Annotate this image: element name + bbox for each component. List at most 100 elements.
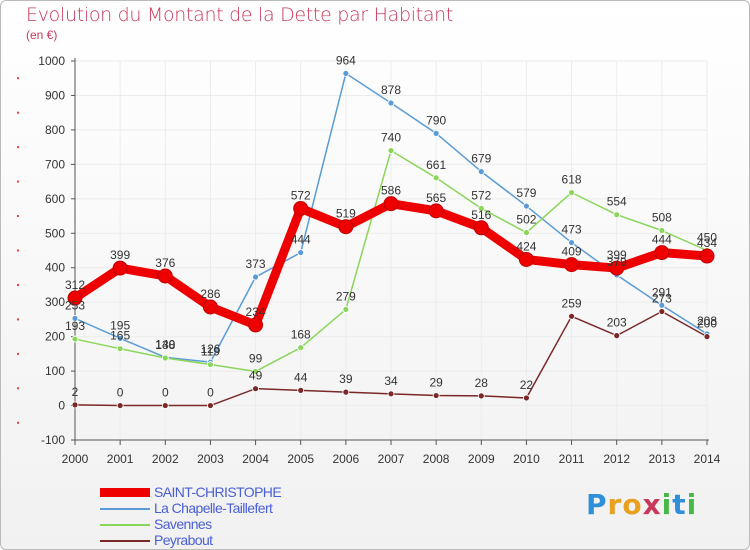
y-tick-label: 200 (45, 330, 65, 344)
data-point-0 (699, 248, 715, 264)
data-label-3: 273 (652, 291, 672, 305)
data-label-2: 740 (381, 131, 401, 145)
data-label-3: 28 (475, 376, 489, 390)
data-label-3: 200 (697, 317, 717, 331)
legend-label-la-chapelle-taillefert: La Chapelle-Taillefert (154, 500, 273, 516)
data-point-1 (477, 168, 485, 175)
data-label-3: 2 (72, 385, 79, 399)
data-point-1 (297, 249, 305, 256)
data-point-3 (207, 402, 214, 409)
data-point-2 (207, 361, 214, 368)
data-label-3: 0 (207, 386, 214, 400)
data-point-0 (473, 220, 489, 236)
data-label-1: 473 (562, 223, 582, 237)
x-tick-label: 2011 (559, 452, 585, 466)
y-tick-label: 100 (45, 364, 65, 378)
legend-swatch-savennes (100, 524, 150, 526)
legend-item-peyrabout[interactable]: Peyrabout (100, 532, 360, 548)
data-label-2: 508 (652, 211, 672, 225)
data-point-1 (523, 202, 530, 210)
y-tick-label: 900 (45, 88, 65, 102)
data-label-3: 44 (294, 370, 308, 384)
data-label-3: 29 (429, 376, 443, 390)
data-label-2: 618 (562, 173, 582, 187)
data-point-3 (432, 392, 440, 399)
y-tick-label: 700 (45, 157, 65, 171)
legend-swatch-peyrabout (100, 540, 150, 542)
data-point-3 (297, 386, 305, 394)
data-label-1: 579 (516, 186, 536, 200)
logo-letter: i (686, 488, 698, 521)
data-label-0: 399 (110, 248, 130, 262)
data-point-0 (428, 203, 444, 219)
x-tick-label: 2006 (333, 452, 360, 466)
data-label-1: 790 (426, 113, 446, 127)
legend-swatch-saint-christophe (100, 488, 150, 497)
data-label-2: 450 (697, 231, 717, 245)
data-point-2 (342, 306, 350, 313)
data-point-0 (518, 251, 534, 267)
data-label-3: 0 (117, 386, 124, 400)
data-point-3 (568, 312, 575, 320)
logo-letter: r (607, 488, 623, 521)
data-label-2: 168 (291, 328, 311, 342)
legend-item-la-chapelle-taillefert[interactable]: La Chapelle-Taillefert (100, 500, 360, 516)
legend-label-peyrabout: Peyrabout (154, 532, 213, 548)
x-tick-label: 2001 (107, 452, 134, 466)
data-label-0: 444 (652, 233, 672, 247)
x-tick-label: 2007 (378, 452, 405, 466)
data-point-3 (252, 385, 259, 393)
data-label-3: 0 (162, 386, 169, 400)
data-label-2: 165 (110, 329, 130, 343)
x-tick-label: 2010 (513, 452, 540, 466)
logo-letter: P (586, 488, 608, 521)
data-label-0: 424 (516, 239, 536, 253)
data-label-2: 193 (65, 319, 85, 333)
y-tick-label: 300 (45, 295, 65, 309)
data-label-0: 519 (336, 207, 356, 221)
data-label-3: 203 (607, 316, 627, 330)
data-label-1: 291 (652, 285, 672, 299)
data-point-2 (477, 205, 485, 212)
data-label-2: 661 (426, 158, 446, 172)
data-point-1 (342, 70, 350, 77)
legend-item-saint-christophe[interactable]: SAINT-CHRISTOPHE (100, 484, 360, 500)
data-point-0 (112, 260, 128, 276)
logo-letter: i (661, 488, 673, 521)
data-point-2 (613, 211, 621, 219)
data-label-0: 586 (381, 184, 401, 198)
data-point-3 (342, 388, 350, 396)
data-label-0: 312 (65, 278, 85, 292)
data-label-1: 679 (471, 152, 491, 166)
data-point-2 (161, 354, 169, 362)
data-label-0: 409 (562, 245, 582, 259)
x-tick-label: 2002 (152, 452, 179, 466)
legend-item-savennes[interactable]: Savennes (100, 516, 360, 532)
data-label-3: 39 (339, 372, 353, 386)
data-label-1: 195 (110, 318, 130, 332)
data-label-0: 286 (200, 287, 220, 301)
data-label-2: 138 (155, 338, 175, 352)
x-tick-label: 2003 (197, 452, 224, 466)
legend-swatch-la-chapelle-taillefert (100, 508, 150, 510)
data-label-2: 554 (607, 195, 627, 209)
data-label-2: 99 (249, 351, 263, 365)
data-label-3: 259 (562, 296, 582, 310)
y-tick-label: 400 (45, 261, 65, 275)
y-tick-label: 500 (45, 226, 65, 240)
y-tick-label: 1000 (38, 54, 65, 68)
data-label-1: 140 (155, 337, 175, 351)
y-tick-label: 0 (58, 399, 65, 413)
x-tick-label: 2000 (62, 452, 89, 466)
data-point-3 (703, 333, 711, 341)
logo-letter: t (672, 488, 687, 521)
data-point-2 (252, 368, 259, 375)
chart-title: Evolution du Montant de la Dette par Hab… (26, 4, 454, 26)
data-point-3 (477, 392, 485, 400)
data-point-3 (71, 401, 79, 409)
x-tick-label: 2012 (603, 452, 630, 466)
data-label-1: 964 (336, 53, 356, 67)
data-label-0: 572 (291, 188, 311, 202)
x-tick-label: 2005 (287, 452, 314, 466)
data-point-0 (609, 260, 625, 276)
